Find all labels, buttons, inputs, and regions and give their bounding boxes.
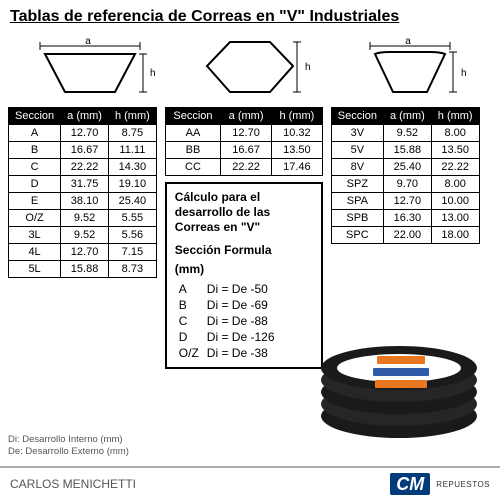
legend: Di: Desarrollo Interno (mm) De: Desarrol… [8, 434, 129, 458]
calc-title: Cálculo para el desarrollo de las Correa… [175, 190, 313, 235]
belt-image [317, 324, 482, 444]
table-row: 5L15.888.73 [9, 261, 157, 278]
table-row: 3V9.528.00 [331, 125, 479, 142]
th: a (mm) [383, 108, 431, 125]
th: h (mm) [431, 108, 479, 125]
table-row: SPA12.7010.00 [331, 193, 479, 210]
cross-section-diagrams: a h h a h [0, 30, 500, 107]
calc-box: Cálculo para el desarrollo de las Correa… [165, 182, 323, 369]
table-row: SPZ9.708.00 [331, 176, 479, 193]
logo-icon: CM [390, 473, 430, 495]
table-row: SPC22.0018.00 [331, 227, 479, 244]
legend-de: De: Desarrollo Externo (mm) [8, 446, 129, 458]
table-row: 5V15.8813.50 [331, 142, 479, 159]
th: Seccion [331, 108, 383, 125]
table-row: CC22.2217.46 [165, 159, 322, 176]
table-row: BB16.6713.50 [165, 142, 322, 159]
table-row: A12.708.75 [9, 125, 157, 142]
diagram-narrow-v: a h [345, 34, 475, 99]
diagram-classic-v: a h [25, 34, 155, 99]
table-row: 4L12.707.15 [9, 244, 157, 261]
th: Seccion [9, 108, 61, 125]
table-row: 3L9.525.56 [9, 227, 157, 244]
label-h: h [461, 68, 467, 79]
calc-sub2: (mm) [175, 262, 313, 277]
table-hex: Seccion a (mm) h (mm) AA12.7010.32 BB16.… [165, 107, 323, 176]
th: h (mm) [108, 108, 156, 125]
th: a (mm) [61, 108, 109, 125]
label-h: h [305, 62, 311, 73]
diagram-hex: h [185, 34, 315, 99]
th: h (mm) [271, 108, 322, 125]
label-a: a [405, 36, 411, 47]
footer-name: CARLOS MENICHETTI [10, 477, 136, 491]
table-row: SPB16.3013.00 [331, 210, 479, 227]
table-row: E38.1025.40 [9, 193, 157, 210]
logo-sub: REPUESTOS [436, 480, 490, 489]
table-row: B16.6711.11 [9, 142, 157, 159]
table-row: D31.7519.10 [9, 176, 157, 193]
th: a (mm) [221, 108, 272, 125]
table-row: AA12.7010.32 [165, 125, 322, 142]
table-row: O/Z9.525.55 [9, 210, 157, 227]
table-row: C22.2214.30 [9, 159, 157, 176]
label-h: h [150, 68, 155, 79]
label-a: a [85, 36, 91, 47]
table-row: 8V25.4022.22 [331, 159, 479, 176]
footer-logo: CM REPUESTOS [390, 473, 490, 495]
footer: CARLOS MENICHETTI CM REPUESTOS [0, 466, 500, 500]
page-title: Tablas de referencia de Correas en "V" I… [0, 0, 500, 30]
table-narrow: Seccion a (mm) h (mm) 3V9.528.00 5V15.88… [331, 107, 480, 244]
calc-table: ADi = De -50 BDi = De -69 CDi = De -88 D… [175, 281, 279, 361]
legend-di: Di: Desarrollo Interno (mm) [8, 434, 129, 446]
calc-sub1: Sección Formula [175, 243, 313, 258]
table-classic: Seccion a (mm) h (mm) A12.708.75 B16.671… [8, 107, 157, 278]
th: Seccion [165, 108, 220, 125]
